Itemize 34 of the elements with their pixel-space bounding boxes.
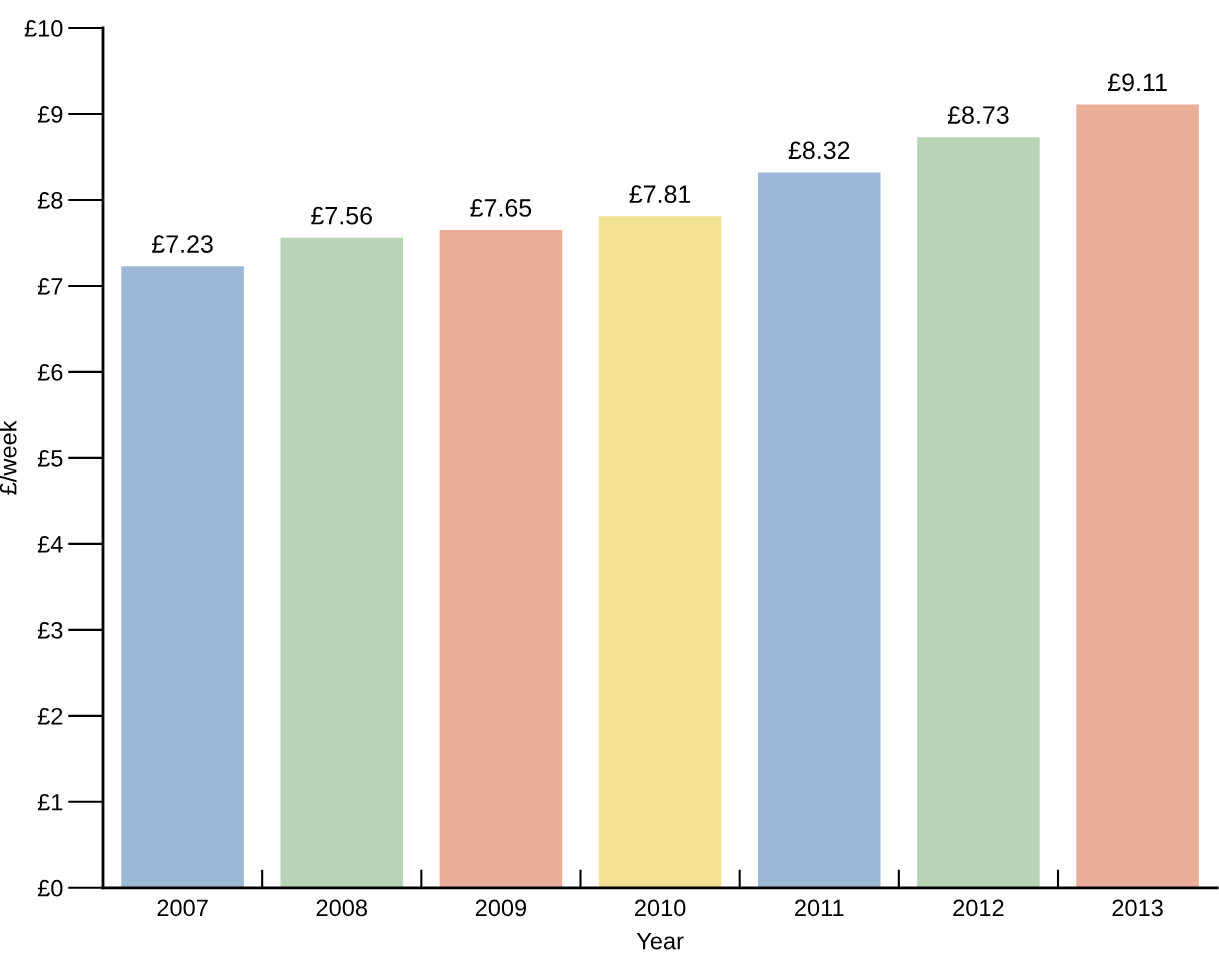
- y-tick-label: £8: [37, 192, 63, 209]
- x-tick-label: 2009: [475, 899, 527, 917]
- y-tick-label: £6: [37, 363, 63, 381]
- bar: [439, 230, 563, 888]
- y-tick-label: £7: [37, 278, 63, 295]
- y-tick-label: £2: [37, 707, 63, 725]
- data-label: £8.73: [947, 106, 1009, 124]
- bar: [1076, 104, 1199, 888]
- y-tick-label: £0: [37, 879, 63, 897]
- x-tick-label: 2007: [157, 899, 208, 917]
- x-tick-label: 2013: [1112, 899, 1163, 917]
- bar: [121, 266, 244, 888]
- data-label: £7.65: [470, 199, 532, 217]
- data-label: £9.11: [1107, 73, 1167, 92]
- x-tick-label: 2010: [635, 899, 686, 917]
- y-tick-label: £4: [37, 535, 63, 553]
- bar: [280, 237, 404, 888]
- x-axis-title: Year: [636, 932, 684, 950]
- x-tick-label: 2008: [316, 899, 367, 917]
- data-label: £7.23: [152, 235, 213, 253]
- x-tick-label: 2012: [953, 899, 1004, 917]
- y-tick-label: £3: [37, 621, 63, 639]
- data-label: £7.56: [311, 206, 372, 225]
- y-tick-label: £5: [37, 449, 63, 467]
- data-label: £8.32: [788, 141, 850, 160]
- y-axis-title: £/week: [0, 420, 17, 495]
- y-tick-label: £10: [24, 20, 63, 37]
- data-label: £7.81: [629, 185, 691, 204]
- bar: [917, 137, 1040, 888]
- y-tick-label: £9: [37, 106, 63, 123]
- y-tick-label: £1: [37, 793, 63, 811]
- x-tick-label: 2011: [795, 899, 844, 917]
- bar: [598, 216, 722, 888]
- bar: [757, 172, 881, 888]
